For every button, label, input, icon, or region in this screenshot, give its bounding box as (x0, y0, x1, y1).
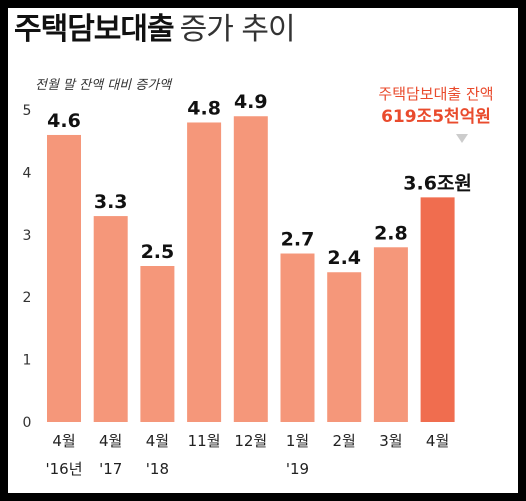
bar (93, 216, 128, 422)
x-year-label: '16년 (45, 460, 82, 478)
x-tick-label: 4월 (52, 432, 75, 450)
x-tick-label: 4월 (99, 432, 122, 450)
bar (280, 253, 315, 422)
balance-callout: 주택담보대출 잔액 619조5천억원 (356, 83, 516, 129)
x-year-label: '18 (146, 460, 169, 478)
bar (187, 122, 222, 422)
callout-label: 주택담보대출 잔액 (378, 85, 494, 103)
callout-pointer (456, 134, 468, 143)
y-tick-label: 3 (23, 228, 32, 244)
data-label: 3.6조원 (403, 172, 472, 194)
x-tick-label: 4월 (146, 432, 169, 450)
data-label: 3.3 (94, 191, 128, 213)
x-year-label: '17 (99, 460, 122, 478)
x-tick-label: 1월 (286, 432, 309, 450)
x-year-label: '19 (286, 460, 309, 478)
y-tick-label: 5 (23, 103, 32, 119)
bar (373, 247, 408, 422)
data-label: 2.4 (327, 247, 361, 269)
y-axis-label: 전월 말 잔액 대비 증가액 (35, 78, 172, 93)
y-tick-label: 4 (23, 165, 32, 181)
data-label: 2.8 (374, 222, 408, 244)
y-tick-label: 2 (23, 290, 32, 306)
x-tick-label: 2월 (333, 432, 356, 450)
data-label: 4.6 (47, 110, 81, 132)
x-tick-label: 12월 (234, 432, 267, 450)
bar (420, 197, 455, 422)
callout-value: 619조5천억원 (381, 107, 491, 127)
data-label: 4.8 (187, 97, 221, 119)
title-sub: 증가 추이 (179, 12, 296, 47)
chart-title: 주택담보대출 증가 추이 (14, 10, 296, 50)
data-label: 2.7 (281, 229, 315, 251)
y-tick-label: 1 (23, 353, 32, 369)
bar (140, 266, 175, 422)
y-tick-label: 0 (23, 415, 32, 431)
bar (327, 272, 362, 422)
bar (233, 116, 268, 423)
x-tick-label: 4월 (426, 432, 449, 450)
x-tick-label: 3월 (379, 432, 402, 450)
x-tick-label: 11월 (188, 432, 221, 450)
data-label: 2.5 (141, 241, 175, 263)
title-main: 주택담보대출 (14, 12, 175, 47)
data-label: 4.9 (234, 91, 268, 113)
bar (47, 134, 81, 422)
